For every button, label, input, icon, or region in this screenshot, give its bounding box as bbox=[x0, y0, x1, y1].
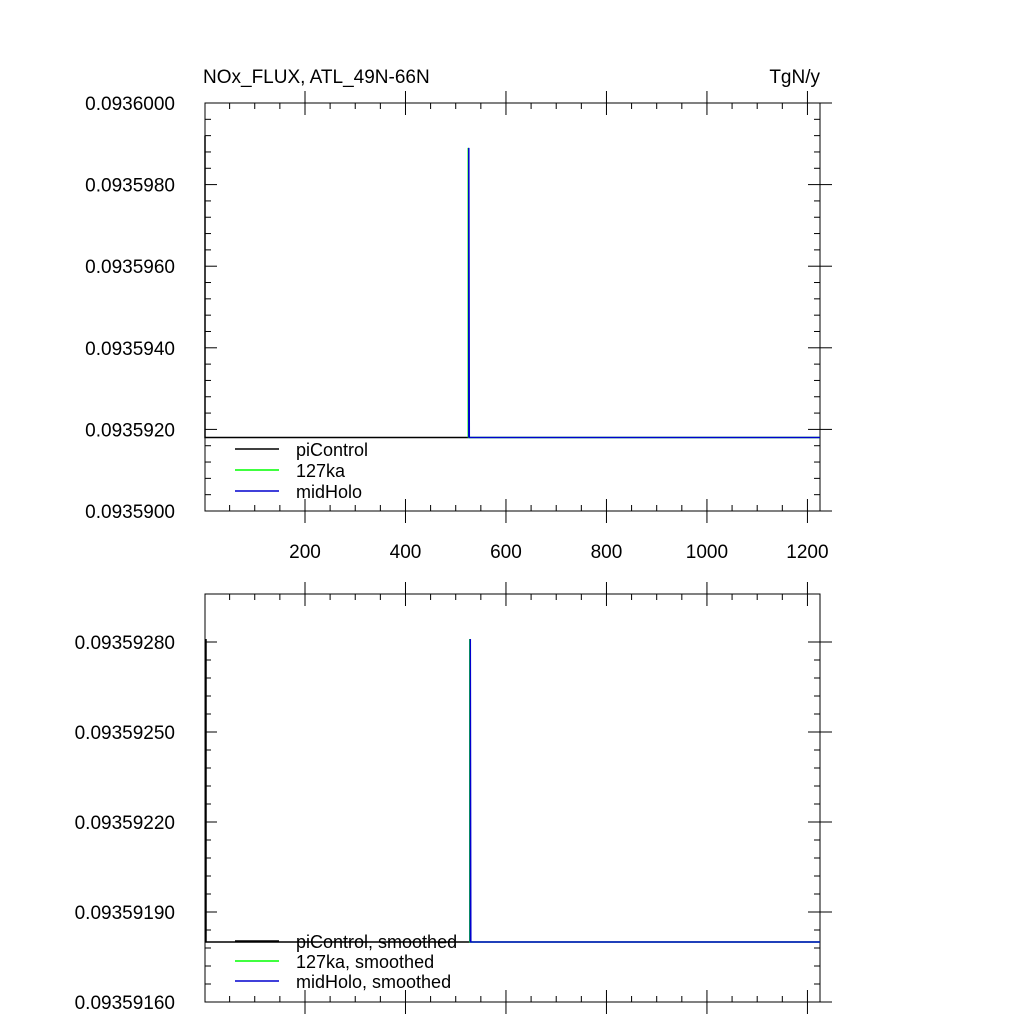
top-panel: NOx_FLUX, ATL_49N-66N TgN/y 200 400 600 800… bbox=[85, 67, 832, 563]
top-x-tick-label: 600 bbox=[490, 542, 522, 563]
bottom-legend-label: midHolo, smoothed bbox=[296, 972, 451, 992]
top-x-tick-label: 800 bbox=[591, 542, 623, 563]
bottom-series-picontrol-smoothed-line bbox=[205, 639, 470, 943]
top-y-tick-label: 0.0935960 bbox=[85, 257, 175, 278]
bottom-plot-frame bbox=[204, 593, 821, 1003]
bottom-y-tick-label: 0.09359160 bbox=[75, 993, 175, 1014]
top-legend-label: piControl bbox=[296, 440, 368, 460]
top-x-tick-label: 200 bbox=[289, 542, 321, 563]
top-y-tick-label: 0.0935940 bbox=[85, 339, 175, 360]
top-y-tick-label: 0.0935900 bbox=[85, 502, 175, 523]
bottom-y-tick-label: 0.09359220 bbox=[75, 813, 175, 834]
top-x-tick-label: 400 bbox=[390, 542, 422, 563]
top-y-tick-label: 0.0936000 bbox=[85, 94, 175, 115]
top-series-127ka-line bbox=[467, 147, 820, 439]
top-panel-units: TgN/y bbox=[769, 67, 820, 88]
top-y-tick-label: 0.0935980 bbox=[85, 176, 175, 197]
bottom-series-127ka-smoothed-line bbox=[469, 638, 820, 943]
top-series-midholo-line bbox=[468, 147, 820, 439]
top-x-tick-label: 1200 bbox=[786, 542, 828, 563]
bottom-y-tick-label: 0.09359250 bbox=[75, 723, 175, 744]
bottom-series-midholo-smoothed-line bbox=[469, 638, 820, 943]
top-y-tick-label: 0.0935920 bbox=[85, 420, 175, 441]
top-series-picontrol-line bbox=[204, 135, 469, 439]
bottom-legend-label: 127ka, smoothed bbox=[296, 952, 434, 972]
top-legend-label: 127ka bbox=[296, 461, 346, 481]
bottom-y-tick-label: 0.09359280 bbox=[75, 633, 175, 654]
bottom-legend-label: piControl, smoothed bbox=[296, 932, 457, 952]
bottom-y-tick-label: 0.09359190 bbox=[75, 903, 175, 924]
top-legend-label: midHolo bbox=[296, 482, 362, 502]
bottom-panel: 0.09359160 0.09359190 0.09359220 0.09359250… bbox=[75, 582, 832, 1014]
top-panel-title: NOx_FLUX, ATL_49N-66N bbox=[203, 67, 430, 88]
top-x-tick-label: 1000 bbox=[686, 542, 728, 563]
